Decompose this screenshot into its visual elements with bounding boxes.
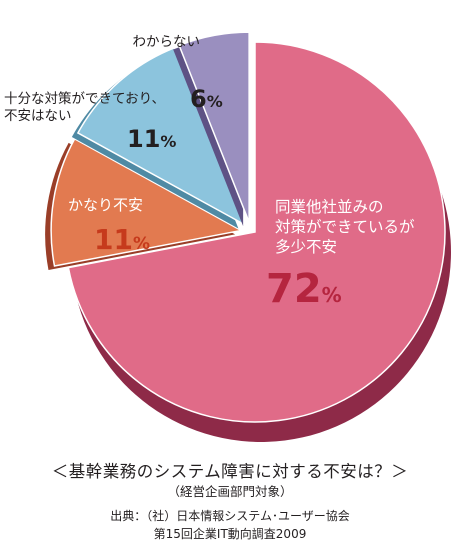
slice-label-1-line-2: 対策ができているが (275, 218, 415, 236)
chart-title: ＜基幹業務のシステム障害に対する不安は？＞ (51, 462, 409, 481)
source-line-2: 第15回企業IT動向調査2009 (153, 527, 307, 541)
slice-4 (178, 31, 250, 223)
slice-label-1-line-1: 同業他社並みの (275, 198, 384, 216)
chart-subtitle: （経営企画部門対象） (167, 484, 293, 499)
slice-label-4-line-1: わからない (133, 34, 201, 50)
slice-label-3-line-1: 十分な対策ができており、 (4, 90, 165, 107)
source-line-1: 出典：（社）日本情報システム･ユーザー協会 (110, 509, 350, 523)
slice-3 (76, 46, 246, 227)
slice-label-2-line-1: かなり不安 (68, 196, 143, 214)
slice-value-1: 72% (266, 266, 342, 312)
slice-2 (50, 137, 244, 267)
slice-1 (67, 41, 446, 423)
slice-label-1-line-3: 多少不安 (275, 238, 337, 256)
slice-value-4: 6% (190, 85, 223, 113)
slice-value-2: 11% (94, 223, 150, 256)
slice-label-3-line-2: 不安はない (4, 108, 72, 124)
slice-value-3: 11% (127, 125, 176, 153)
